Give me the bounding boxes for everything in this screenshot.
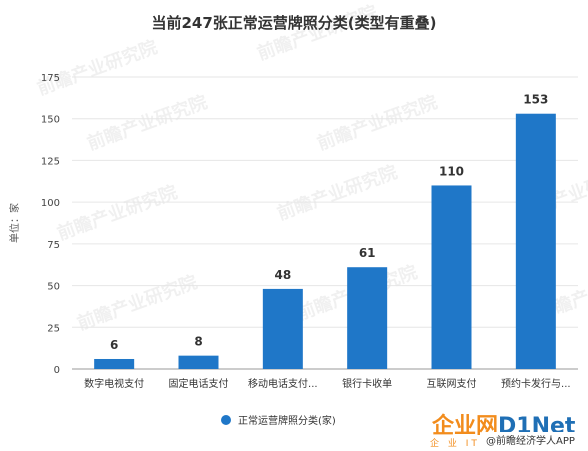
x-tick-label: 固定电话支付 — [169, 377, 229, 390]
watermark-text: 前瞻产业研究院 — [274, 161, 400, 225]
credit-text: @前瞻经济学人APP — [484, 432, 577, 447]
y-tick-label: 150 — [41, 115, 60, 126]
bar — [347, 267, 388, 369]
y-tick-label: 75 — [47, 240, 60, 251]
watermark-text: 前瞻产业研究院 — [54, 181, 180, 245]
legend-label: 正常运营牌照分类(家) — [238, 414, 336, 427]
grid-lines — [72, 76, 578, 370]
x-tick-label: 数字电视支付 — [84, 377, 144, 390]
data-label: 153 — [523, 93, 548, 107]
y-axis-label: 单位：家 — [8, 203, 21, 243]
data-label: 110 — [439, 164, 464, 178]
bar — [262, 288, 303, 369]
bar — [94, 358, 135, 369]
y-tick-label: 175 — [41, 73, 60, 84]
x-tick-label: 预约卡发行与... — [501, 377, 571, 390]
watermark-text: 前瞻产业研究院 — [34, 36, 160, 100]
bar — [431, 185, 472, 369]
x-axis-ticks: 数字电视支付 固定电话支付 移动电话支付... 银行卡收单 互联网支付 预约卡发行与... — [84, 377, 570, 390]
site-logo: 企业网D1Net 企 业 IT 第 一 门 户 @前瞻经济学人APP — [424, 408, 588, 451]
y-axis-ticks: 0 25 50 75 100 125 150 175 — [41, 73, 60, 376]
x-tick-label: 移动电话支付... — [248, 377, 318, 390]
data-label: 61 — [359, 246, 376, 260]
y-tick-label: 100 — [41, 198, 60, 209]
x-tick-label: 银行卡收单 — [342, 377, 392, 390]
bar-series: 6 8 48 61 110 153 — [94, 93, 556, 369]
legend: 正常运营牌照分类(家) — [221, 414, 336, 427]
y-tick-label: 0 — [54, 365, 60, 376]
watermark-text: 前瞻产业研究院 — [84, 91, 210, 155]
watermark-text: 前瞻产业研究院 — [254, 1, 380, 65]
watermark-text: 前瞻产业研究院 — [314, 91, 440, 155]
x-tick-label: 互联网支付 — [427, 377, 477, 390]
y-tick-label: 25 — [47, 323, 60, 334]
watermark-text: 前瞻产业研究院 — [74, 271, 200, 335]
chart-title: 当前247张正常运营牌照分类(类型有重叠) — [151, 14, 436, 32]
data-label: 6 — [110, 338, 118, 352]
bar — [178, 355, 219, 369]
y-tick-label: 125 — [41, 156, 60, 167]
bar — [515, 113, 556, 369]
y-tick-label: 50 — [47, 282, 60, 293]
data-label: 48 — [274, 268, 291, 282]
data-label: 8 — [194, 335, 202, 349]
legend-marker — [221, 415, 231, 425]
